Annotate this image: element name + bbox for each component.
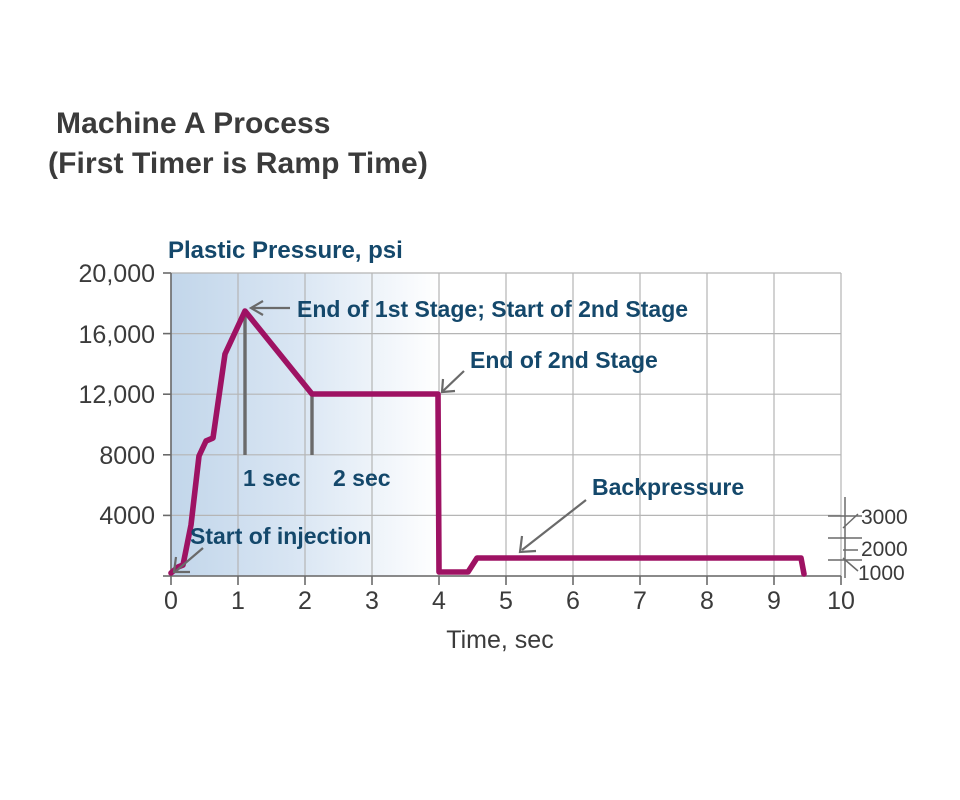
annotation-end-2nd-stage-label: End of 2nd Stage	[470, 347, 658, 373]
grid-horizontal	[171, 272, 841, 577]
secondary-axis-ticks	[828, 497, 862, 578]
x-tick-label-0: 0	[164, 587, 178, 615]
chart-title: Machine A Process (First Timer is Ramp T…	[48, 104, 748, 184]
y-axis	[163, 272, 172, 577]
x-tick-label-10: 10	[827, 587, 855, 615]
chart-title-line-1: Machine A Process	[56, 107, 331, 140]
x-axis	[170, 575, 842, 585]
y-tick-label-16000: 16,000	[79, 321, 155, 349]
x-tick-label-7: 7	[633, 587, 647, 615]
y-tick-label-8000: 8000	[99, 442, 155, 470]
annotation-backpressure: Backpressure	[518, 474, 744, 554]
y-tick-label-4000: 4000	[99, 502, 155, 530]
annotation-timer-2-label: 2 sec	[333, 465, 391, 491]
timer-marker-lines	[243, 311, 314, 455]
annotation-end-2nd-stage: End of 2nd Stage	[440, 347, 658, 394]
secondary-tick-label-2000: 2000	[861, 538, 908, 561]
annotation-backpressure-label: Backpressure	[592, 474, 744, 500]
x-tick-label-1: 1	[231, 587, 245, 615]
annotation-start-of-injection-label: Start of injection	[190, 523, 371, 549]
y-tick-label-12000: 12,000	[79, 381, 155, 409]
annotation-timer-1-label: 1 sec	[243, 465, 301, 491]
x-tick-label-6: 6	[566, 587, 580, 615]
x-tick-label-5: 5	[499, 587, 513, 615]
y-tick-label-20000: 20,000	[79, 260, 155, 288]
annotation-end-1st-stage-label: End of 1st Stage; Start of 2nd Stage	[297, 296, 688, 322]
x-tick-label-4: 4	[432, 587, 446, 615]
secondary-tick-label-3000: 3000	[861, 506, 908, 529]
chart-title-line-2: (First Timer is Ramp Time)	[48, 147, 428, 180]
series-label-plastic-pressure: Plastic Pressure, psi	[168, 237, 403, 264]
x-tick-label-8: 8	[700, 587, 714, 615]
x-tick-label-2: 2	[298, 587, 312, 615]
x-tick-label-3: 3	[365, 587, 379, 615]
x-tick-label-9: 9	[767, 587, 781, 615]
secondary-tick-label-1000: 1000	[858, 562, 905, 585]
x-axis-title: Time, sec	[446, 626, 553, 654]
annotation-end-1st-stage: End of 1st Stage; Start of 2nd Stage	[248, 296, 688, 322]
pressure-curve	[168, 308, 807, 577]
annotation-start-of-injection: Start of injection	[172, 523, 371, 574]
